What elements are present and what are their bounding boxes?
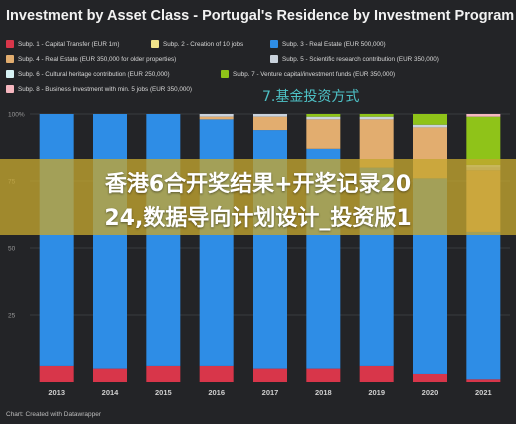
legend-item: Subp. 7 - Venture capital/investment fun… bbox=[221, 70, 395, 78]
bar-segment bbox=[466, 379, 501, 382]
legend-item: Subp. 3 - Real Estate (EUR 500,000) bbox=[270, 40, 386, 48]
overlay-text-line-1: 香港6合开奖结果+开奖记录20 bbox=[104, 172, 412, 197]
legend-item: Subp. 4 - Real Estate (EUR 350,000 for o… bbox=[6, 55, 176, 63]
x-tick-label: 2014 bbox=[102, 388, 120, 397]
bar-segment bbox=[466, 116, 501, 165]
bar-segment bbox=[93, 368, 127, 382]
bar-segment bbox=[199, 116, 234, 120]
bar-segment bbox=[199, 119, 234, 366]
x-tick-label: 2021 bbox=[475, 388, 492, 397]
bar-segment bbox=[253, 114, 287, 117]
bar-segment bbox=[359, 365, 394, 382]
bar-segment bbox=[359, 114, 394, 117]
x-tick-label: 2017 bbox=[262, 388, 279, 397]
bar-segment bbox=[466, 231, 501, 380]
bar-segment bbox=[306, 119, 341, 149]
legend-swatch bbox=[6, 40, 14, 48]
legend-label: Subp. 4 - Real Estate (EUR 350,000 for o… bbox=[18, 55, 177, 63]
legend-item: Subp. 1 - Capital Transfer (EUR 1m) bbox=[6, 40, 120, 48]
bar-segment bbox=[413, 124, 447, 128]
legend-label: Subp. 5 - Scientific research contributi… bbox=[282, 55, 439, 63]
x-tick-label: 2019 bbox=[368, 388, 385, 397]
legend-item: Subp. 5 - Scientific research contributi… bbox=[270, 55, 439, 63]
x-tick-label: 2020 bbox=[422, 388, 439, 397]
bar-segment bbox=[253, 116, 287, 131]
legend-swatch bbox=[6, 85, 14, 93]
bar-segment bbox=[93, 114, 127, 369]
handwritten-annotation: 7.基金投资方式 bbox=[262, 89, 360, 105]
bar-segment bbox=[39, 114, 74, 366]
y-tick-label: 100% bbox=[8, 112, 25, 119]
legend-swatch bbox=[270, 55, 278, 63]
x-tick-label: 2013 bbox=[48, 388, 65, 397]
bar-segment bbox=[466, 114, 501, 117]
overlay-text-line-2: 24,数据导向计划设计_投资版1 bbox=[104, 206, 412, 231]
chart-credit: Chart: Created with Datawrapper bbox=[6, 411, 102, 418]
bar-segment bbox=[253, 368, 287, 382]
legend-item: Subp. 2 - Creation of 10 jobs bbox=[151, 40, 243, 48]
legend-swatch bbox=[6, 70, 14, 78]
legend-swatch bbox=[151, 40, 159, 48]
bar-segment bbox=[146, 114, 181, 366]
bar-segment bbox=[413, 114, 447, 125]
legend-label: Subp. 2 - Creation of 10 jobs bbox=[163, 40, 244, 48]
legend-label: Subp. 6 - Cultural heritage contribution… bbox=[18, 70, 170, 78]
y-tick-label: 25 bbox=[8, 313, 16, 320]
legend: Subp. 1 - Capital Transfer (EUR 1m) Subp… bbox=[6, 40, 511, 102]
legend-item: Subp. 8 - Business investment with min. … bbox=[6, 85, 192, 93]
bar-segment bbox=[306, 116, 341, 120]
x-tick-label: 2018 bbox=[315, 388, 332, 397]
bar-segment bbox=[39, 365, 74, 382]
bar-segment bbox=[199, 365, 234, 382]
bar-segment bbox=[306, 368, 341, 382]
y-tick-label: 50 bbox=[8, 246, 16, 253]
bar-segment bbox=[146, 365, 181, 382]
chart-title: Investment by Asset Class - Portugal's R… bbox=[6, 8, 515, 24]
bar-segment bbox=[413, 373, 447, 382]
legend-label: Subp. 1 - Capital Transfer (EUR 1m) bbox=[18, 40, 120, 48]
legend-swatch bbox=[6, 55, 14, 63]
bar-segment bbox=[199, 114, 234, 117]
legend-label: Subp. 8 - Business investment with min. … bbox=[18, 85, 192, 93]
legend-label: Subp. 7 - Venture capital/investment fun… bbox=[233, 70, 396, 78]
legend-item: Subp. 6 - Cultural heritage contribution… bbox=[6, 70, 170, 78]
legend-label: Subp. 3 - Real Estate (EUR 500,000) bbox=[282, 40, 386, 48]
bar-segment bbox=[306, 114, 341, 117]
stacked-bar-chart: 100%755025201320142015201620172018201920… bbox=[8, 112, 510, 397]
overlay-banner bbox=[0, 159, 516, 235]
x-tick-label: 2016 bbox=[208, 388, 225, 397]
legend-swatch bbox=[270, 40, 278, 48]
bar-segment bbox=[359, 116, 394, 120]
x-tick-label: 2015 bbox=[155, 388, 172, 397]
legend-swatch bbox=[221, 70, 229, 78]
